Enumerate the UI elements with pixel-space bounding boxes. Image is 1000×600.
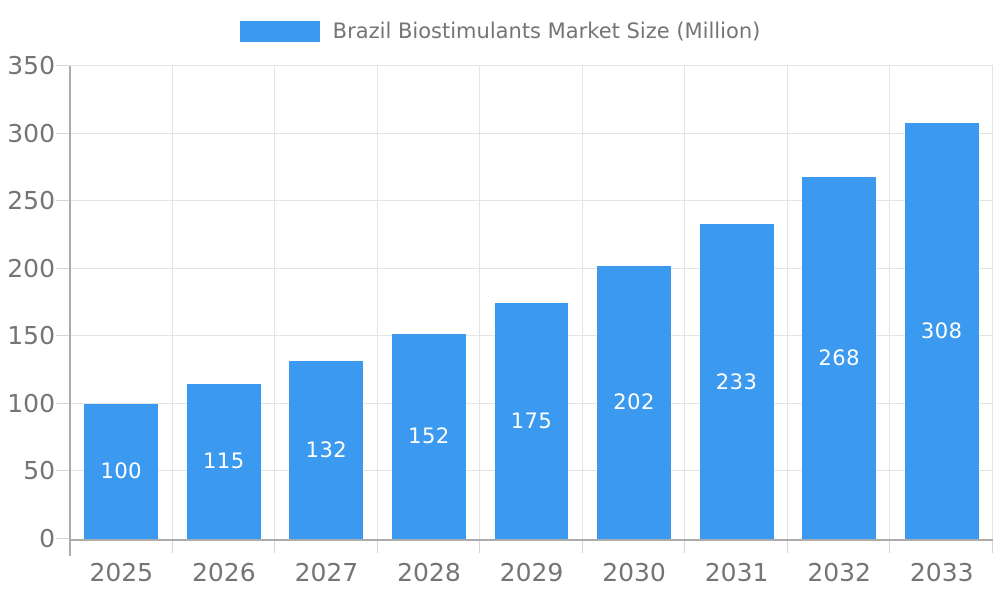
y-axis-tick-200	[56, 267, 70, 269]
y-axis-tick-150	[56, 335, 70, 337]
x-axis-tick-8	[889, 541, 891, 553]
bar-value-label-2028: 152	[408, 424, 450, 449]
x-axis-label-2032: 2032	[807, 558, 871, 587]
x-axis-tick-4	[479, 541, 481, 553]
v-gridline-3	[376, 66, 378, 539]
x-axis-label-2031: 2031	[704, 558, 769, 587]
y-axis-line	[69, 66, 71, 556]
y-axis-tick-0	[56, 538, 70, 539]
y-axis-label-50: 50	[23, 456, 55, 486]
x-axis-label-2033: 2033	[909, 558, 974, 587]
y-axis-label-150: 150	[7, 321, 55, 351]
y-axis-label-0: 0	[39, 524, 55, 553]
legend-swatch-icon	[239, 20, 320, 42]
v-gridline-9	[992, 66, 993, 539]
bar-value-label-2025: 100	[100, 459, 143, 484]
y-axis-label-300: 300	[7, 118, 55, 148]
v-gridline-5	[581, 66, 583, 539]
y-axis-tick-300	[56, 132, 70, 134]
y-axis-label-350: 350	[7, 51, 55, 80]
h-gridline-200	[70, 267, 993, 269]
bar-value-label-2027: 132	[305, 437, 348, 462]
bar-2032: 268	[802, 176, 877, 539]
x-axis-label-2028: 2028	[397, 558, 461, 587]
y-axis-tick-100	[56, 402, 70, 404]
v-gridline-1	[171, 66, 173, 539]
bar-2028: 152	[392, 333, 466, 539]
h-gridline-300	[70, 132, 993, 134]
x-axis-label-2029: 2029	[499, 558, 564, 587]
x-axis-tick-6	[684, 541, 686, 553]
legend-label: Brazil Biostimulants Market Size (Millio…	[332, 19, 761, 43]
x-axis-tick-7	[786, 541, 788, 553]
y-axis-tick-250	[56, 200, 70, 202]
v-gridline-2	[274, 66, 276, 539]
bar-2025: 100	[84, 403, 159, 539]
bar-2031: 233	[699, 224, 774, 539]
x-axis-tick-9	[992, 541, 993, 553]
bar-value-label-2029: 175	[510, 408, 553, 433]
bar-2027: 132	[289, 360, 364, 539]
y-axis-label-250: 250	[7, 186, 55, 216]
x-axis-tick-2	[274, 541, 276, 553]
y-axis-tick-350	[56, 65, 70, 66]
bar-2030: 202	[597, 266, 671, 539]
x-axis-tick-3	[376, 541, 378, 553]
y-axis-label-200: 200	[7, 253, 55, 283]
x-axis-label-2025: 2025	[89, 558, 154, 587]
h-gridline-250	[70, 200, 993, 202]
v-gridline-4	[479, 66, 481, 539]
v-gridline-8	[889, 66, 891, 539]
bar-value-label-2030: 202	[613, 390, 655, 415]
h-gridline-350	[70, 65, 993, 66]
y-axis-label-100: 100	[7, 388, 55, 418]
x-axis-tick-1	[171, 541, 173, 553]
x-axis-label-2030: 2030	[602, 558, 666, 587]
bar-value-label-2026: 115	[203, 449, 245, 474]
bar-2033: 308	[904, 122, 979, 539]
bar-value-label-2031: 233	[715, 369, 758, 394]
bar-value-label-2033: 308	[920, 318, 963, 343]
bar-2026: 115	[186, 383, 261, 539]
y-axis-tick-50	[56, 470, 70, 472]
bar-2029: 175	[494, 302, 569, 539]
x-axis-line	[69, 539, 993, 541]
v-gridline-6	[684, 66, 686, 539]
x-axis-label-2026: 2026	[192, 558, 256, 587]
v-gridline-7	[786, 66, 788, 539]
bar-value-label-2032: 268	[818, 345, 860, 370]
x-axis-label-2027: 2027	[294, 558, 359, 587]
x-axis-tick-5	[581, 541, 583, 553]
legend-item[interactable]: Brazil Biostimulants Market Size (Millio…	[0, 10, 1000, 52]
